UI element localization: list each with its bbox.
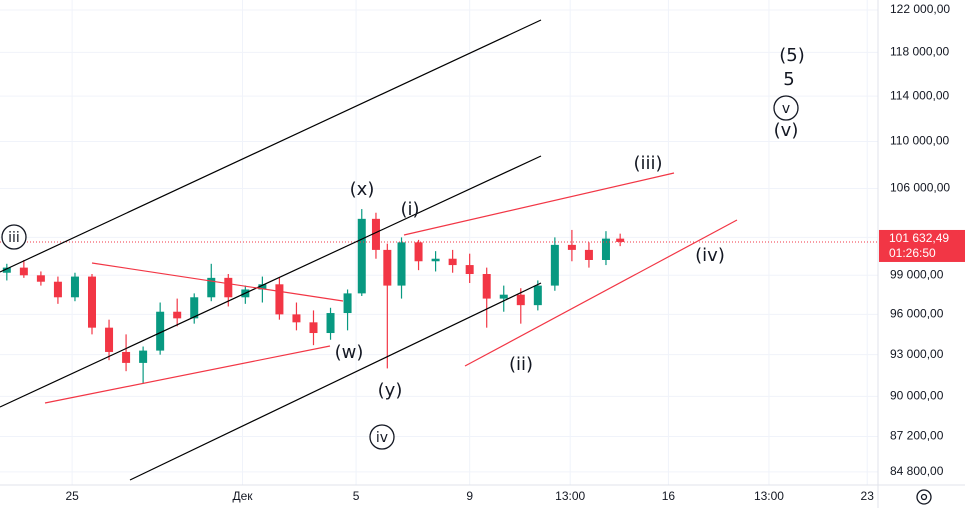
candle-body: [2, 267, 11, 273]
wave-label: (y): [378, 380, 403, 401]
x-tick-label: 9: [466, 489, 473, 503]
y-tick-label: 84 800,00: [890, 464, 944, 478]
wave-label: (w): [335, 342, 364, 363]
y-tick-label: 118 000,00: [890, 45, 949, 59]
candle-body: [156, 311, 165, 351]
countdown: 01:26:50: [889, 246, 936, 260]
candle-body: [550, 244, 559, 286]
candle-body: [258, 284, 267, 290]
candle-body: [499, 294, 508, 299]
grid: [0, 0, 878, 485]
candle-body: [207, 277, 216, 298]
wave-label: (5): [779, 45, 805, 66]
candle-body: [397, 242, 406, 286]
candle-body: [292, 314, 301, 323]
candle-body: [275, 284, 284, 315]
candle-body: [601, 238, 610, 260]
x-tick-label: 23: [861, 489, 875, 503]
axes: 84 800,00 87 200,00 90 000,00 93 000,00 96 0…: [65, 2, 965, 503]
candle-body: [88, 276, 97, 328]
candle-body: [19, 267, 28, 276]
x-tick-label: Дек: [232, 489, 253, 503]
channel-line: [129, 282, 542, 481]
x-tick-label: 25: [65, 489, 79, 503]
candle-body: [431, 258, 440, 262]
annotation-circle: [1, 224, 27, 250]
wave-label: (v): [774, 120, 799, 141]
settings-icon[interactable]: [916, 489, 932, 505]
wave-label: (iv): [695, 245, 725, 266]
candle-body: [482, 274, 491, 299]
candle-body: [224, 277, 233, 298]
wave-label: iii: [8, 230, 20, 246]
candle-body: [326, 313, 335, 334]
trend-line: [91, 262, 344, 302]
y-tick-label: 96 000,00: [890, 307, 944, 321]
candle-body: [533, 285, 542, 306]
y-tick-label: 87 200,00: [890, 429, 944, 443]
candle-body: [357, 218, 366, 294]
last-price-box: [879, 229, 965, 262]
y-tick-label: 114 000,00: [890, 88, 949, 102]
candle-body: [139, 350, 148, 363]
last-price-label: 101 632,49: [889, 231, 949, 245]
candle-body: [70, 276, 79, 298]
candle-body: [173, 311, 182, 319]
candles: [0, 209, 878, 384]
candle-body: [584, 249, 593, 260]
settings-icon-center: [920, 493, 928, 501]
trend-line: [464, 219, 738, 367]
candle-body: [190, 297, 199, 319]
y-tick-label: 99 000,00: [890, 267, 944, 281]
trend-line: [403, 172, 675, 236]
candle-body: [448, 258, 457, 266]
candle-body: [465, 265, 474, 275]
candle-body: [105, 327, 114, 352]
wave-label: 5: [783, 69, 794, 90]
candle-body: [36, 275, 45, 282]
wave-label: (iii): [633, 153, 662, 174]
candle-body: [343, 293, 352, 314]
annotation-circle: [773, 95, 799, 121]
x-tick-label: 13:00: [754, 489, 784, 503]
candle-body: [53, 281, 62, 298]
x-tick-label: 16: [662, 489, 676, 503]
x-tick-label: 13:00: [555, 489, 585, 503]
wave-label: v: [782, 101, 790, 117]
trend-line: [44, 345, 331, 404]
wave-label: (x): [350, 179, 375, 200]
y-tick-label: 93 000,00: [890, 347, 944, 361]
drawings: [0, 19, 738, 481]
wave-label: (i): [400, 199, 419, 220]
candle-body: [383, 249, 392, 286]
settings-button[interactable]: [916, 489, 932, 505]
candle-body: [414, 242, 423, 262]
channel-line: [0, 155, 542, 408]
wave-label: iv: [376, 430, 388, 446]
x-tick-label: 5: [353, 489, 360, 503]
y-tick-label: 110 000,00: [890, 134, 949, 148]
annotation-circle: [369, 424, 395, 450]
candle-body: [309, 322, 318, 334]
y-tick-label: 90 000,00: [890, 388, 944, 402]
annotations: iii (x) (i) (iii) (iv) (w) (y) iv (ii) (5) 5 v (v): [1, 45, 805, 450]
candle-body: [567, 244, 576, 250]
y-tick-label: 106 000,00: [890, 181, 950, 195]
wave-label: (ii): [509, 354, 533, 375]
candle-body: [371, 218, 380, 250]
candle-body: [122, 351, 131, 363]
y-tick-label: 122 000,00: [890, 2, 950, 16]
candle-body: [616, 238, 625, 242]
candle-body: [516, 294, 525, 306]
channel-line: [0, 19, 542, 273]
